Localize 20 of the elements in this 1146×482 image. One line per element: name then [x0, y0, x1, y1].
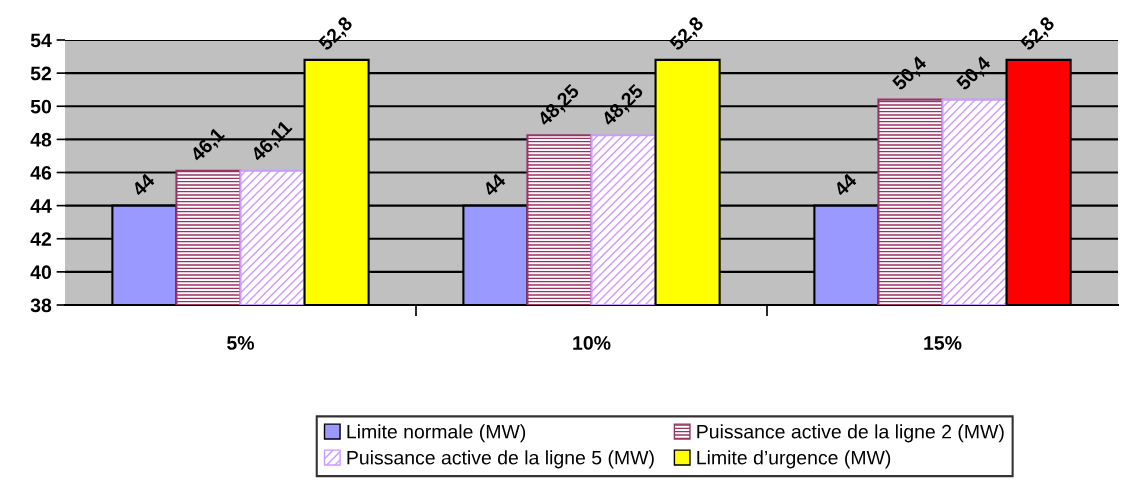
y-tick-label: 50	[30, 99, 52, 114]
x-tick-label: 15%	[924, 336, 962, 350]
data-label: 44	[833, 172, 858, 198]
y-tick-label: 48	[30, 132, 52, 147]
y-tick-label: 46	[30, 165, 52, 180]
y-tick-label: 38	[30, 298, 52, 313]
x-tick-label: 10%	[573, 336, 611, 350]
legend-label: Puissance active de la ligne 5 (MW)	[347, 450, 654, 469]
data-label: 44	[482, 172, 507, 198]
data-label: 44	[131, 172, 156, 198]
data-label: 46,1	[189, 126, 228, 165]
x-tick-label: 5%	[227, 336, 255, 350]
legend-label: Limite normale (MW)	[347, 424, 526, 443]
legend-label: Puissance active de la ligne 2 (MW)	[697, 424, 1004, 443]
y-tick-label: 40	[30, 265, 52, 280]
y-tick-label: 42	[30, 232, 52, 246]
y-tick-label: 54	[30, 33, 52, 48]
y-tick-label: 44	[30, 199, 52, 213]
legend-label: Limite d’urgence (MW)	[697, 450, 891, 469]
y-tick-label: 52	[30, 66, 52, 81]
